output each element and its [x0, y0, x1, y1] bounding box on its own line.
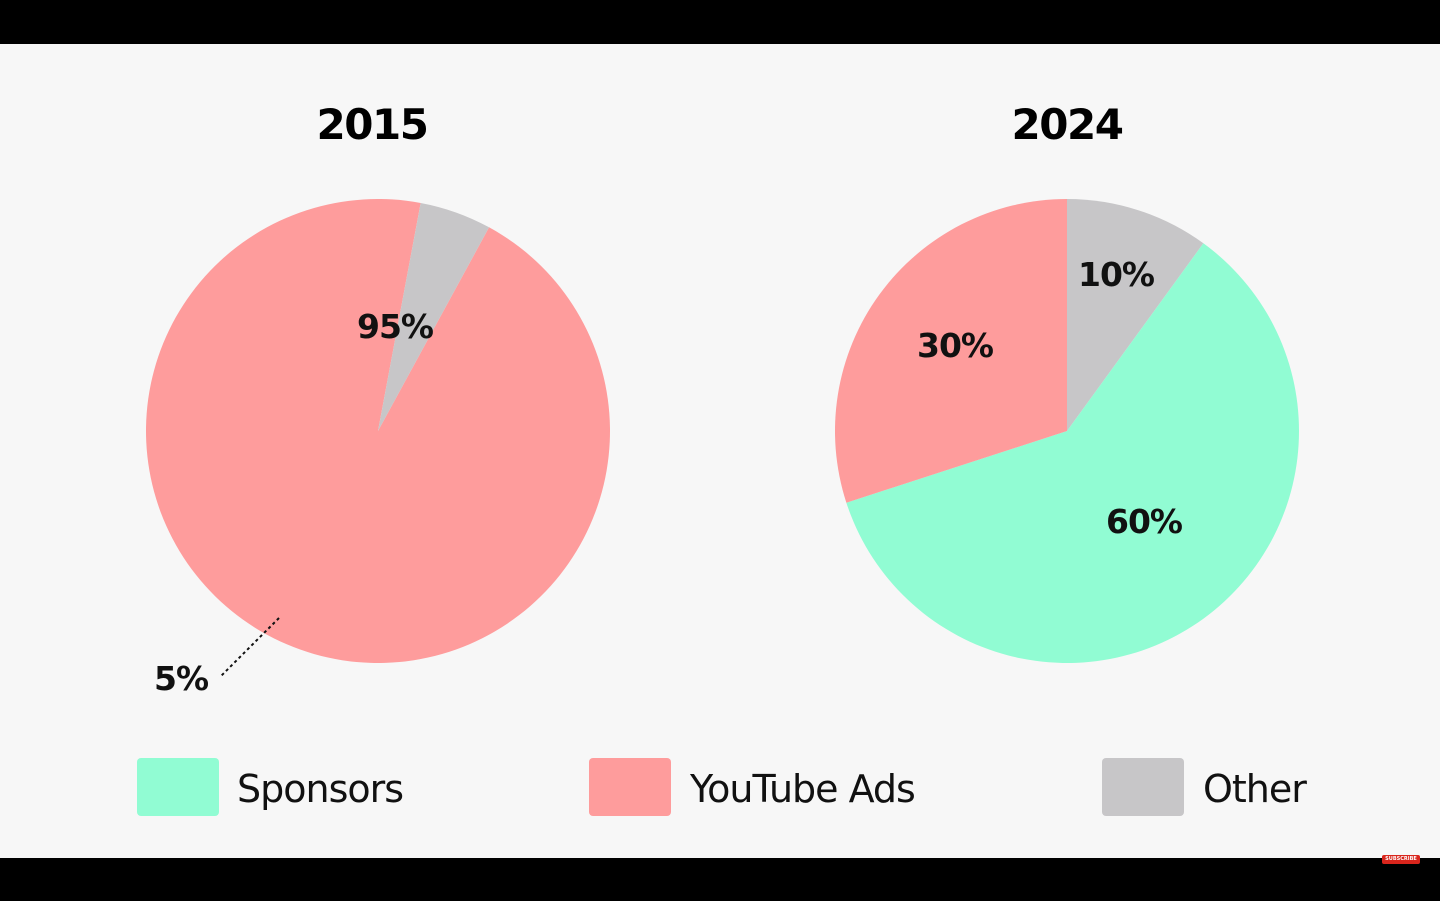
subscribe-button[interactable]: SUBSCRIBE — [1382, 855, 1420, 864]
pie-charts-figure: 2015 95% 5% 2024 10% 60% 30% Sponsors Yo… — [137, 100, 1308, 816]
pie-slice-2024-other — [1067, 199, 1204, 431]
legend-label-sponsors: Sponsors — [237, 767, 403, 811]
pie-slice-2015-other — [378, 202, 490, 431]
pie-2024-slices — [834, 199, 1299, 663]
slice-label-2024-sponsors: 60% — [1106, 502, 1183, 541]
slice-label-2015-other: 5% — [154, 659, 209, 698]
chart-legend: Sponsors YouTube Ads Other — [137, 758, 1308, 816]
pie-slice-2024-sponsors — [846, 243, 1299, 663]
legend-label-youtube-ads: YouTube Ads — [689, 767, 915, 811]
video-letterbox-bottom — [0, 858, 1440, 901]
slice-label-2024-other: 10% — [1078, 255, 1155, 294]
legend-swatch-youtube-ads — [589, 758, 671, 816]
slice-label-2024-youtube-ads: 30% — [917, 326, 994, 365]
pie-chart-2015: 2015 95% 5% — [145, 100, 610, 698]
chart-title-2015: 2015 — [317, 100, 428, 149]
callout-leader-line — [219, 617, 280, 678]
legend-swatch-sponsors — [137, 758, 219, 816]
chart-slide: 2015 95% 5% 2024 10% 60% 30% Sponsors Yo… — [0, 44, 1440, 858]
video-letterbox-top — [0, 0, 1440, 44]
chart-title-2024: 2024 — [1012, 100, 1123, 149]
legend-label-other: Other — [1203, 767, 1307, 811]
pie-slice-2024-youtube-ads — [834, 199, 1067, 503]
pie-chart-2024: 2024 10% 60% 30% — [834, 100, 1299, 663]
pie-slice-2015-youtube-ads — [145, 198, 610, 663]
legend-swatch-other — [1102, 758, 1184, 816]
pie-2015-slices — [145, 198, 610, 663]
slice-label-2015-youtube-ads: 95% — [357, 307, 434, 346]
